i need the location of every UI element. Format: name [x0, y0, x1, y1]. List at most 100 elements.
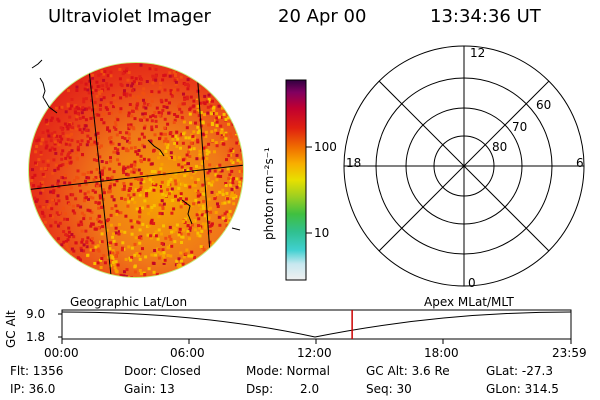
disk-pixel	[68, 125, 72, 129]
disk-pixel	[130, 256, 134, 259]
disk-pixel	[65, 233, 69, 237]
disk-pixel	[120, 248, 124, 252]
disk-pixel	[132, 167, 136, 171]
disk-pixel	[108, 185, 112, 189]
disk-pixel	[47, 132, 51, 136]
disk-pixel	[222, 142, 226, 146]
disk-pixel	[127, 200, 131, 204]
disk-pixel	[175, 130, 179, 134]
disk-pixel	[240, 169, 243, 173]
disk-pixel	[133, 220, 137, 224]
disk-pixel	[188, 112, 192, 116]
disk-pixel	[86, 88, 90, 92]
disk-pixel	[139, 82, 143, 85]
disk-pixel	[192, 147, 196, 151]
disk-pixel	[93, 140, 97, 144]
disk-pixel	[221, 193, 225, 197]
disk-pixel	[197, 217, 201, 221]
disk-pixel	[86, 134, 90, 138]
disk-pixel	[44, 120, 48, 124]
disk-pixel	[159, 98, 163, 102]
disk-pixel	[116, 118, 120, 122]
disk-pixel	[83, 192, 87, 196]
disk-pixel	[122, 171, 126, 175]
disk-pixel	[137, 168, 141, 172]
disk-pixel	[180, 116, 184, 119]
disk-pixel	[128, 141, 132, 145]
disk-pixel	[129, 258, 133, 262]
disk-pixel	[195, 213, 199, 217]
disk-pixel	[180, 259, 183, 263]
disk-pixel	[92, 178, 96, 182]
disk-pixel	[170, 187, 174, 191]
disk-pixel	[130, 232, 134, 236]
disk-pixel	[42, 214, 46, 218]
disk-pixel	[165, 199, 169, 203]
disk-pixel	[157, 171, 161, 175]
disk-pixel	[128, 187, 132, 190]
observation-time: 13:34:36 UT	[430, 6, 541, 27]
disk-pixel	[198, 226, 202, 230]
disk-pixel	[132, 127, 136, 131]
disk-pixel	[73, 107, 77, 111]
disk-pixel	[177, 156, 181, 160]
disk-pixel	[128, 256, 132, 260]
disk-pixel	[177, 163, 181, 167]
disk-pixel	[195, 157, 199, 161]
disk-pixel	[172, 121, 176, 124]
disk-pixel	[218, 163, 222, 167]
disk-pixel	[49, 190, 53, 194]
disk-pixel	[91, 108, 95, 112]
disk-pixel	[83, 196, 87, 200]
disk-pixel	[200, 229, 204, 233]
disk-pixel	[137, 221, 141, 225]
disk-pixel	[185, 97, 189, 101]
disk-pixel	[82, 97, 86, 101]
disk-pixel	[220, 169, 224, 173]
disk-pixel	[197, 86, 201, 90]
disk-pixel	[170, 156, 173, 159]
disk-pixel	[133, 200, 137, 204]
disk-pixel	[45, 118, 49, 122]
disk-pixel	[182, 255, 186, 259]
disk-pixel	[131, 95, 135, 99]
disk-pixel	[149, 208, 153, 212]
disk-pixel	[67, 89, 70, 93]
disk-pixel	[102, 78, 106, 82]
disk-pixel	[48, 203, 52, 207]
disk-pixel	[168, 71, 172, 75]
disk-pixel	[94, 88, 98, 92]
disk-pixel	[124, 94, 128, 98]
disk-pixel	[191, 183, 195, 187]
disk-pixel	[51, 184, 55, 188]
disk-pixel	[70, 122, 74, 126]
disk-pixel	[71, 209, 75, 213]
disk-pixel	[196, 125, 200, 129]
disk-pixel	[129, 146, 133, 150]
disk-pixel	[145, 118, 149, 122]
disk-pixel	[123, 137, 127, 141]
disk-pixel	[42, 174, 46, 178]
disk-pixel	[86, 253, 90, 257]
disk-pixel	[178, 107, 182, 111]
disk-pixel	[92, 142, 96, 146]
disk-pixel	[110, 195, 114, 199]
disk-pixel	[138, 96, 142, 100]
disk-pixel	[134, 188, 138, 192]
disk-pixel	[226, 116, 230, 120]
disk-pixel	[180, 132, 184, 136]
disk-pixel	[116, 263, 120, 267]
disk-pixel	[113, 147, 117, 150]
disk-pixel	[123, 230, 127, 234]
disk-pixel	[150, 90, 154, 94]
disk-pixel	[125, 67, 129, 71]
disk-pixel	[127, 136, 131, 140]
disk-pixel	[78, 128, 82, 132]
disk-pixel	[242, 160, 243, 164]
disk-pixel	[223, 212, 227, 216]
disk-pixel	[68, 115, 72, 119]
disk-pixel	[150, 119, 154, 123]
disk-pixel	[132, 80, 136, 84]
disk-pixel	[198, 149, 202, 153]
disk-pixel	[135, 252, 139, 255]
